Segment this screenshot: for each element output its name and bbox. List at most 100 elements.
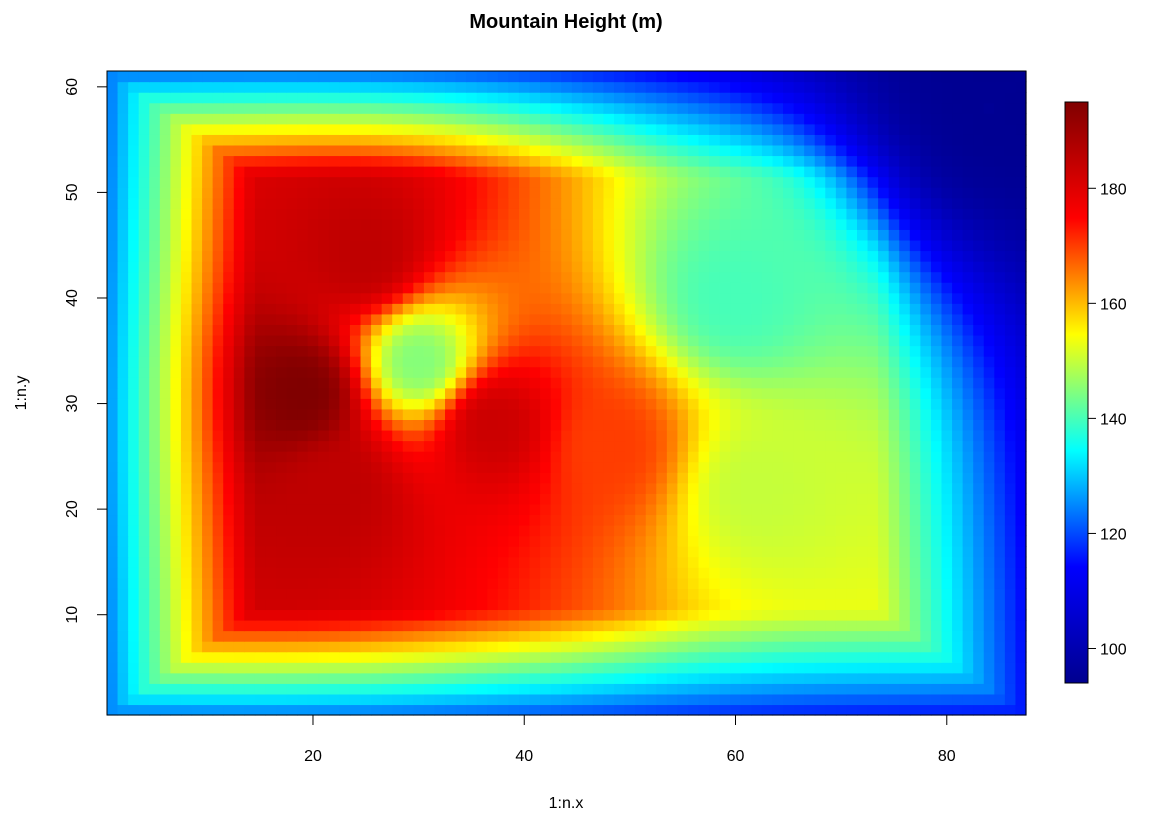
heat-cell (180, 461, 193, 473)
heat-cell (603, 408, 615, 420)
heat-cell (687, 356, 700, 368)
heat-cell (138, 704, 150, 716)
heat-cell (909, 524, 921, 537)
heat-cell (202, 429, 214, 442)
heat-cell (445, 292, 457, 304)
heat-cell (867, 208, 879, 220)
heat-cell (962, 429, 974, 442)
heat-cell (159, 356, 171, 368)
heat-cell (371, 651, 383, 663)
heat-cell (666, 250, 679, 262)
heat-cell (244, 356, 256, 368)
heat-cell (349, 556, 362, 568)
heat-cell (856, 366, 869, 378)
heat-cell (265, 693, 277, 706)
heat-cell (254, 208, 267, 220)
heat-cell (138, 451, 150, 463)
heat-cell (878, 514, 890, 526)
heat-cell (614, 577, 626, 589)
heat-cell (497, 514, 509, 526)
heat-cell (202, 155, 214, 167)
heat-cell (265, 408, 277, 420)
heat-cell (666, 387, 679, 399)
heat-cell (994, 208, 1006, 220)
heat-cell (107, 472, 119, 484)
heat-cell (603, 535, 615, 547)
heat-cell (856, 408, 869, 420)
heat-cell (835, 693, 848, 706)
heat-cell (180, 429, 193, 442)
heat-cell (518, 598, 531, 611)
heat-cell (223, 282, 235, 294)
heat-cell (233, 546, 245, 558)
heat-cell (592, 155, 605, 167)
heat-cell (128, 187, 140, 199)
heat-cell (244, 144, 256, 157)
heat-cell (476, 166, 488, 178)
heat-cell (529, 123, 541, 135)
heat-cell (920, 176, 932, 188)
heat-cell (265, 324, 277, 336)
heat-cell (476, 567, 488, 579)
heat-cell (614, 229, 626, 241)
heat-cell (582, 239, 594, 252)
heat-cell (191, 461, 203, 473)
heat-cell (867, 598, 879, 611)
heat-cell (614, 472, 626, 484)
heat-cell (286, 282, 298, 294)
heat-cell (571, 250, 583, 262)
heat-cell (349, 166, 362, 178)
heat-cell (107, 303, 119, 315)
heat-cell (223, 577, 235, 589)
heat-cell (709, 134, 721, 146)
heat-cell (286, 619, 298, 632)
heat-cell (423, 704, 436, 716)
heat-cell (529, 493, 541, 505)
heat-cell (117, 472, 129, 484)
heat-cell (339, 366, 351, 378)
heat-cell (254, 176, 267, 188)
heat-cell (297, 514, 309, 526)
heat-cell (1015, 662, 1027, 674)
heat-cell (191, 282, 203, 294)
heat-cell (624, 641, 636, 653)
heat-cell (212, 535, 224, 547)
heat-cell (423, 313, 436, 325)
heat-cell (487, 197, 499, 209)
heat-cell (276, 482, 288, 494)
heat-cell (413, 662, 425, 674)
heat-cell (941, 123, 953, 135)
heat-cell (751, 144, 763, 157)
heat-cell (487, 377, 499, 389)
heat-cell (402, 440, 414, 452)
heat-cell (582, 693, 594, 706)
heat-cell (666, 429, 679, 442)
heat-cell (709, 187, 721, 199)
heat-cell (677, 546, 689, 558)
heat-cell (719, 229, 731, 241)
heat-cell (635, 324, 647, 336)
heat-cell (128, 535, 140, 547)
heat-cell (687, 366, 700, 378)
heat-cell (614, 672, 626, 684)
heat-cell (814, 208, 826, 220)
heat-cell (994, 387, 1006, 399)
heat-cell (508, 451, 520, 463)
heat-cell (825, 282, 837, 294)
heat-cell (371, 155, 383, 167)
heat-cell (466, 123, 478, 135)
heat-cell (677, 493, 689, 505)
heat-cell (856, 261, 869, 273)
heat-cell (138, 134, 150, 146)
heat-cell (645, 619, 657, 632)
heat-cell (159, 630, 171, 642)
heat-cell (297, 218, 309, 230)
heat-cell (666, 398, 679, 410)
heat-cell (286, 461, 298, 473)
heat-cell (349, 113, 362, 125)
heat-cell (941, 693, 953, 706)
heat-cell (180, 472, 193, 484)
heat-cell (402, 693, 414, 706)
heat-cell (719, 197, 731, 209)
heat-cell (170, 609, 182, 621)
